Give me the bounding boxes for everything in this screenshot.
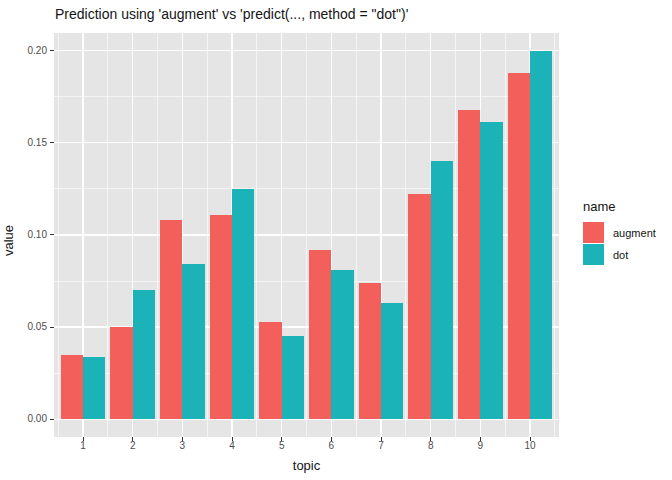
bar-dot-topic-7 (381, 303, 403, 419)
x-tick-mark (182, 437, 183, 441)
x-tick-mark (430, 437, 431, 441)
legend-item-dot: dot (583, 244, 656, 265)
legend-title: name (583, 199, 656, 214)
legend: name augment dot (583, 199, 656, 266)
x-tick-mark (132, 437, 133, 441)
y-tick-label: 0.20 (0, 46, 47, 56)
bar-dot-topic-1 (83, 357, 105, 420)
x-tick-mark (381, 437, 382, 441)
x-tick-label: 9 (465, 441, 495, 451)
x-tick-label: 1 (68, 441, 98, 451)
legend-swatch-augment (583, 222, 604, 243)
x-tick-mark (530, 437, 531, 441)
x-tick-label: 8 (416, 441, 446, 451)
legend-label-augment: augment (613, 227, 656, 239)
bar-dot-topic-3 (182, 264, 204, 419)
y-tick-label: 0.10 (0, 230, 47, 240)
x-tick-mark (83, 437, 84, 441)
bar-dot-topic-2 (133, 290, 155, 419)
x-tick-label: 6 (316, 441, 346, 451)
legend-label-dot: dot (613, 249, 628, 261)
legend-item-augment: augment (583, 222, 656, 243)
bar-augment-topic-4 (210, 215, 232, 420)
bar-augment-topic-5 (259, 322, 281, 420)
x-tick-label: 7 (366, 441, 396, 451)
x-axis-title: topic (54, 458, 559, 473)
y-tick-label: 0.00 (0, 414, 47, 424)
bar-augment-topic-9 (458, 110, 480, 420)
plot-panel (54, 33, 559, 437)
bar-dot-topic-8 (431, 161, 453, 419)
y-tick-mark (50, 234, 54, 235)
y-tick-mark (50, 327, 54, 328)
y-axis-title: value (1, 0, 16, 480)
x-tick-mark (331, 437, 332, 441)
x-tick-label: 5 (267, 441, 297, 451)
x-tick-label: 2 (118, 441, 148, 451)
x-tick-label: 10 (515, 441, 545, 451)
legend-swatch-dot (583, 244, 604, 265)
y-tick-mark (50, 142, 54, 143)
bar-dot-topic-4 (232, 189, 254, 420)
x-tick-mark (480, 437, 481, 441)
chart-title: Prediction using 'augment' vs 'predict(.… (55, 6, 408, 22)
bar-dot-topic-10 (530, 51, 552, 420)
y-tick-label: 0.05 (0, 322, 47, 332)
bar-dot-topic-5 (282, 336, 304, 419)
x-tick-label: 4 (217, 441, 247, 451)
y-tick-mark (50, 50, 54, 51)
bar-augment-topic-10 (508, 73, 530, 420)
x-tick-mark (281, 437, 282, 441)
bar-dot-topic-6 (331, 270, 353, 419)
bar-augment-topic-6 (309, 250, 331, 420)
y-tick-label: 0.15 (0, 138, 47, 148)
x-tick-label: 3 (167, 441, 197, 451)
bar-augment-topic-8 (408, 194, 430, 419)
bar-dot-topic-9 (480, 122, 502, 419)
bar-augment-topic-3 (160, 220, 182, 419)
bar-augment-topic-1 (61, 355, 83, 420)
gridline-major-h (54, 50, 559, 51)
bar-augment-topic-7 (359, 283, 381, 419)
y-tick-mark (50, 419, 54, 420)
bar-augment-topic-2 (110, 327, 132, 419)
x-tick-mark (232, 437, 233, 441)
bar-chart: Prediction using 'augment' vs 'predict(.… (0, 0, 672, 480)
